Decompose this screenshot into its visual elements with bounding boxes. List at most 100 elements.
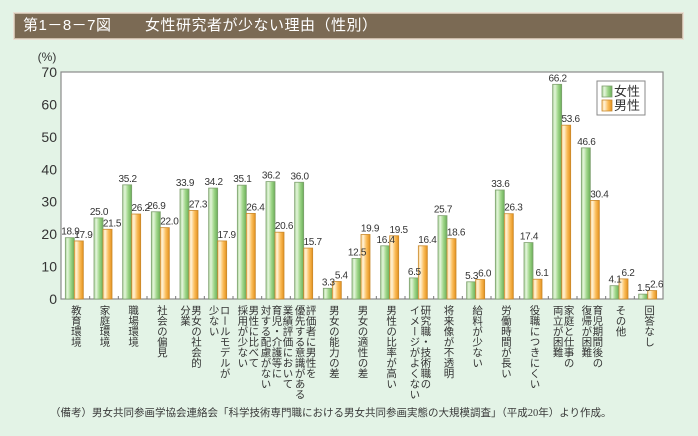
bar-female (265, 181, 276, 300)
bar-male (131, 213, 142, 300)
x-category-label-line: 男性の比率が高い (385, 305, 398, 389)
bar-female (351, 258, 362, 300)
value-label-female: 1.5 (637, 283, 651, 294)
x-category-label-line: 家庭と仕事の (562, 305, 575, 368)
x-category-label-line: 役職につきにくい (528, 305, 541, 389)
value-label-male: 5.4 (335, 270, 349, 281)
x-category-label-line: 育児期間後の (591, 305, 604, 368)
bar-male (188, 210, 199, 300)
y-tick-label: 0 (49, 291, 57, 307)
x-category-label: 労働時間が長い (500, 305, 512, 379)
x-category-label-line: 教育環境 (69, 305, 82, 347)
x-category-label-line: ロールモデルが (218, 305, 231, 379)
bar-male (102, 228, 113, 300)
value-label-female: 36.2 (262, 171, 281, 182)
value-labels: 18.917.925.021.535.226.226.922.033.927.3… (61, 73, 664, 294)
x-category-label-line: 回答なし (643, 305, 656, 347)
value-label-female: 3.3 (322, 277, 336, 288)
value-label-male: 16.4 (418, 235, 437, 246)
bar-female (638, 293, 649, 300)
bar-female (437, 215, 448, 300)
bar-female (408, 277, 419, 300)
value-label-female: 35.2 (119, 174, 138, 185)
x-category-label: 男女の適性の差 (356, 305, 369, 379)
x-axis-ticks (89, 296, 635, 299)
x-category-label: 男性に比べて 採用が少ない (236, 305, 260, 368)
y-axis-ticks: 0 10 20 30 40 50 60 70 (41, 64, 57, 307)
bar-female (552, 83, 563, 300)
bar-male (561, 124, 572, 300)
y-tick-label: 50 (41, 129, 57, 145)
bar-male (618, 278, 629, 300)
x-category-label-line: 少ない (207, 305, 220, 337)
x-category-label-line: 復帰が困難 (580, 305, 593, 358)
value-label-female: 12.5 (348, 247, 367, 258)
x-category-label-line: 男女の適性の差 (356, 305, 369, 379)
source-footnote: （備考）男女共同参画学協会連絡会「科学技術専門職における男女共同参画実態の大規模… (50, 408, 612, 419)
x-category-label-line: 将来像が不透明 (442, 305, 455, 379)
value-label-female: 5.3 (465, 271, 479, 282)
bar-female (208, 187, 219, 300)
x-category-label-line: その他 (614, 305, 627, 337)
value-label-male: 17.9 (218, 230, 237, 241)
y-tick-label: 70 (41, 64, 57, 80)
legend: 女性 男性 (596, 80, 646, 116)
bar-female (380, 245, 391, 300)
value-label-female: 33.9 (176, 178, 195, 189)
x-category-label-line: 男性に比べて (247, 305, 260, 368)
value-label-female: 36.0 (291, 171, 310, 182)
value-label-male: 6.1 (535, 268, 549, 279)
bar-male (274, 231, 285, 300)
x-category-label: 業績評価において 育児・介護等に 対する配慮がない (260, 305, 294, 389)
value-label-female: 26.9 (147, 201, 166, 212)
x-category-label-line: 社会の偏見 (155, 305, 168, 358)
bar-female (322, 287, 333, 300)
x-category-label: 研究職・技術職の イメージがよくない (408, 305, 431, 400)
figure-title-bar: 第1－8－7図 女性研究者が少ない理由（性別） (14, 13, 683, 39)
x-category-label: 男性の比率が高い (385, 305, 398, 389)
bar-male (389, 235, 400, 300)
x-category-label: 育児期間後の 復帰が困難 (580, 305, 604, 368)
bar-female (179, 188, 190, 300)
x-category-label: 男女の社会的 分業 (179, 305, 202, 368)
value-label-female: 6.5 (408, 267, 422, 278)
bar-male (475, 279, 486, 300)
x-category-label-line: イメージがよくない (408, 305, 421, 400)
value-label-female: 25.0 (90, 207, 109, 218)
bar-female (64, 237, 75, 300)
bar-male (589, 200, 600, 300)
x-category-label-line: 育児・介護等に (270, 305, 283, 379)
legend-label-female: 女性 (614, 84, 640, 99)
bar-female (494, 189, 505, 300)
bar-female (294, 181, 305, 300)
x-category-label-line: 評価者に男性を (304, 305, 317, 379)
value-label-male: 26.2 (132, 203, 151, 214)
x-category-label-line: 分業 (179, 305, 191, 326)
bar-female (580, 147, 591, 300)
value-label-male: 2.6 (650, 280, 664, 291)
bar-female (122, 184, 133, 300)
value-label-male: 6.0 (478, 269, 492, 280)
value-label-male: 30.4 (590, 189, 609, 200)
bars (64, 83, 658, 300)
x-category-label-line: 男女の社会的 (190, 305, 202, 368)
bar-female (609, 285, 620, 300)
bar-male (503, 213, 514, 300)
bar-male (360, 234, 371, 300)
x-category-label: 職場環境 (127, 305, 139, 347)
value-label-male: 20.6 (275, 221, 294, 232)
value-label-male: 26.4 (246, 202, 265, 213)
x-category-label-line: 男女の能力の差 (327, 305, 340, 379)
value-label-male: 21.5 (103, 218, 122, 229)
x-category-label-line: 業績評価において (281, 305, 294, 389)
value-label-female: 35.1 (233, 174, 252, 185)
value-label-female: 25.7 (434, 205, 453, 216)
value-label-female: 66.2 (549, 73, 568, 84)
y-tick-label: 10 (41, 259, 57, 275)
legend-swatch-female (601, 85, 613, 98)
value-label-female: 34.2 (205, 177, 224, 188)
value-label-female: 33.6 (491, 179, 510, 190)
y-tick-label: 30 (41, 194, 57, 210)
legend-label-male: 男性 (614, 98, 640, 113)
